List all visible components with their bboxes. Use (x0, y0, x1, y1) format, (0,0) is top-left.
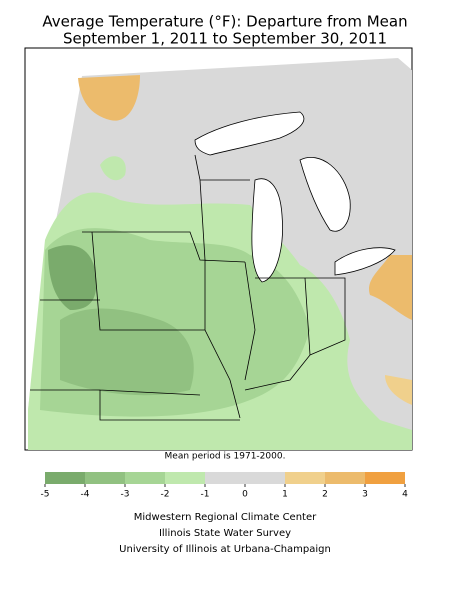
title-line: September 1, 2011 to September 30, 2011 (63, 30, 387, 48)
state-lines (30, 154, 346, 421)
legend-bin (125, 472, 165, 484)
credit: University of Illinois at Urbana-Champai… (119, 544, 331, 555)
region (385, 375, 412, 405)
lake-superior (194, 111, 305, 156)
legend-bin (165, 472, 205, 484)
legend-tick-label: -4 (81, 490, 90, 500)
lake-huron (299, 157, 351, 232)
region (100, 156, 126, 181)
legend-bin (245, 472, 285, 484)
legend-tick-label: -5 (41, 490, 50, 500)
legend-tick-label: 1 (282, 490, 288, 500)
color-legend: -5 -4 -3 -2 -1 0 1 2 3 4 (41, 472, 408, 500)
credit: Illinois State Water Survey (159, 528, 291, 539)
region (48, 245, 97, 310)
legend-bin (85, 472, 125, 484)
legend-bin (205, 472, 245, 484)
legend-bin (285, 472, 325, 484)
credit: Midwestern Regional Climate Center (134, 512, 317, 523)
lake-michigan (251, 178, 283, 283)
legend-tick-label: 2 (322, 490, 328, 500)
map (24, 47, 413, 451)
title-line: Average Temperature (°F): Departure from… (42, 13, 407, 31)
legend-tick-label: -3 (121, 490, 130, 500)
lake-erie (334, 247, 396, 276)
region (369, 255, 412, 320)
region (78, 75, 140, 121)
legend-tick-label: 4 (402, 490, 408, 500)
legend-tick-label: 3 (362, 490, 368, 500)
legend-bin (325, 472, 365, 484)
legend-tick-label: 0 (242, 490, 248, 500)
legend-tick-label: -1 (201, 490, 210, 500)
legend-tick-label: -2 (161, 490, 170, 500)
legend-bin (365, 472, 405, 484)
note: Mean period is 1971-2000. (165, 452, 286, 462)
legend-bin (45, 472, 85, 484)
